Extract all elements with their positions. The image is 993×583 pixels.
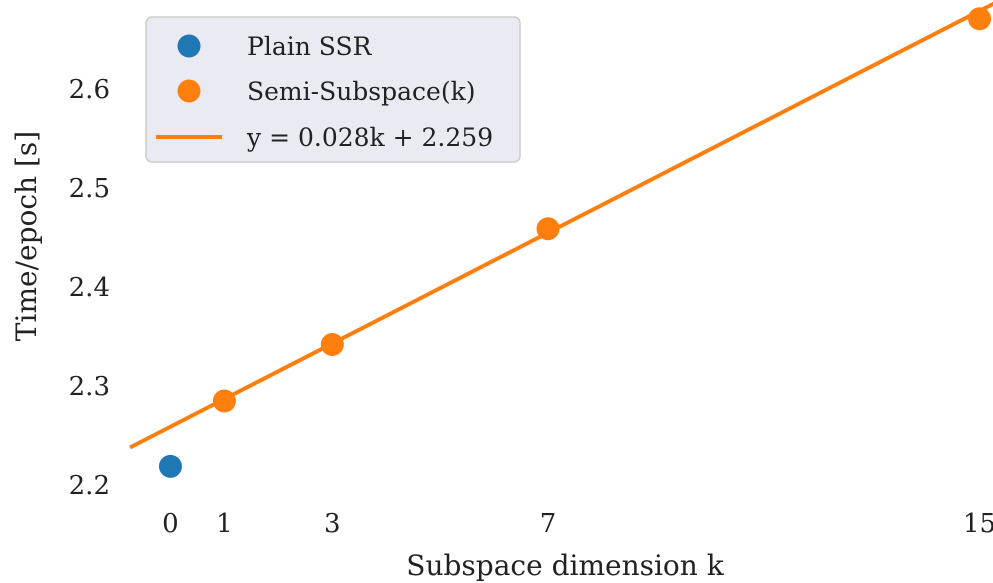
legend-label-2: y = 0.028k + 2.259 bbox=[246, 123, 493, 152]
legend-label-1: Semi-Subspace(k) bbox=[247, 77, 476, 106]
data-point-semi-subspace-1 bbox=[320, 333, 344, 357]
fit-line bbox=[129, 1, 993, 450]
data-point-semi-subspace-0 bbox=[212, 389, 236, 413]
y-tick-label-2: 2.4 bbox=[69, 273, 110, 303]
legend-marker-0 bbox=[177, 34, 201, 58]
x-tick-label-15: 15 bbox=[963, 509, 993, 539]
x-tick-label-1: 1 bbox=[216, 509, 233, 539]
y-tick-label-0: 2.2 bbox=[69, 471, 110, 501]
x-axis-label: Subspace dimension k bbox=[406, 549, 724, 582]
data-point-plain-ssr-0 bbox=[158, 454, 182, 478]
y-axis-label: Time/epoch [s] bbox=[10, 131, 43, 341]
x-tick-label-0: 0 bbox=[162, 509, 179, 539]
x-tick-label-7: 7 bbox=[540, 509, 557, 539]
legend-box bbox=[145, 16, 521, 163]
y-tick-label-4: 2.6 bbox=[69, 75, 110, 105]
legend: Plain SSR Semi-Subspace(k) y = 0.028k + 2.… bbox=[145, 16, 521, 163]
data-point-semi-subspace-3 bbox=[968, 7, 992, 31]
chart-marks bbox=[129, 1, 993, 478]
y-tick-label-3: 2.5 bbox=[69, 174, 110, 204]
legend-marker-1 bbox=[177, 79, 201, 103]
legend-label-0: Plain SSR bbox=[247, 32, 373, 61]
data-point-semi-subspace-2 bbox=[536, 217, 560, 241]
y-tick-label-1: 2.3 bbox=[69, 372, 110, 402]
tick-labels: 0 1 3 7 15 2.2 2.3 2.4 2.5 2.6 bbox=[69, 75, 993, 539]
x-tick-label-3: 3 bbox=[324, 509, 341, 539]
